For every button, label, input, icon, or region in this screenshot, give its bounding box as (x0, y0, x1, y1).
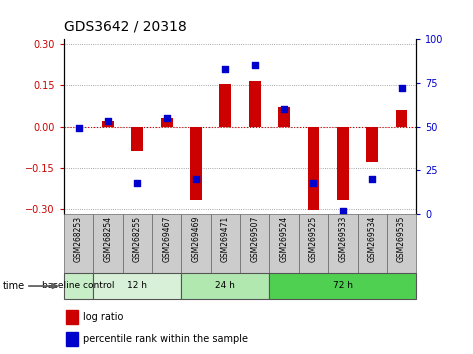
Text: GSM268255: GSM268255 (133, 216, 142, 262)
Text: baseline control: baseline control (42, 281, 115, 290)
Bar (181, 214, 210, 273)
Point (251, 62, 259, 68)
Point (104, 119, 112, 124)
Text: percentile rank within the sample: percentile rank within the sample (83, 334, 248, 344)
Text: GSM269471: GSM269471 (221, 216, 230, 262)
Bar (299, 214, 328, 273)
Bar (66, 310, 78, 324)
Bar (181, 273, 270, 299)
Text: GDS3642 / 20318: GDS3642 / 20318 (64, 19, 187, 34)
Bar (278, 107, 290, 127)
Point (398, 85, 405, 91)
Bar (93, 214, 123, 273)
Bar (249, 81, 261, 127)
Bar (123, 214, 152, 273)
Bar (190, 127, 202, 200)
Bar (131, 127, 143, 151)
Bar (102, 121, 114, 127)
Bar (358, 214, 387, 273)
Bar (396, 110, 407, 127)
Text: 72 h: 72 h (333, 281, 353, 290)
Text: GSM269534: GSM269534 (368, 216, 377, 262)
Point (368, 176, 376, 182)
Bar (152, 214, 181, 273)
Point (310, 180, 317, 185)
Point (192, 176, 200, 182)
Text: GSM269524: GSM269524 (280, 216, 289, 262)
Text: GSM269533: GSM269533 (338, 216, 347, 262)
Bar (270, 273, 416, 299)
Bar (66, 332, 78, 346)
Text: GSM268254: GSM268254 (104, 216, 113, 262)
Point (280, 106, 288, 112)
Bar (337, 127, 349, 200)
Point (163, 115, 170, 121)
Bar (219, 84, 231, 127)
Bar (240, 214, 270, 273)
Text: GSM268253: GSM268253 (74, 216, 83, 262)
Bar (270, 214, 299, 273)
Point (75, 125, 82, 131)
Text: log ratio: log ratio (83, 312, 123, 322)
Bar (307, 127, 319, 210)
Text: 24 h: 24 h (215, 281, 235, 290)
Text: GSM269469: GSM269469 (192, 216, 201, 262)
Bar (161, 118, 173, 127)
Point (221, 66, 229, 72)
Text: GSM269507: GSM269507 (250, 216, 259, 262)
Bar (64, 214, 93, 273)
Point (133, 180, 141, 185)
Bar (93, 273, 181, 299)
Bar (328, 214, 358, 273)
Bar (387, 214, 416, 273)
Text: GSM269467: GSM269467 (162, 216, 171, 262)
Bar (210, 214, 240, 273)
Text: time: time (2, 281, 25, 291)
Bar (64, 273, 93, 299)
Point (339, 208, 347, 213)
Text: GSM269525: GSM269525 (309, 216, 318, 262)
Bar (366, 127, 378, 162)
Text: 12 h: 12 h (127, 281, 147, 290)
Text: GSM269535: GSM269535 (397, 216, 406, 262)
